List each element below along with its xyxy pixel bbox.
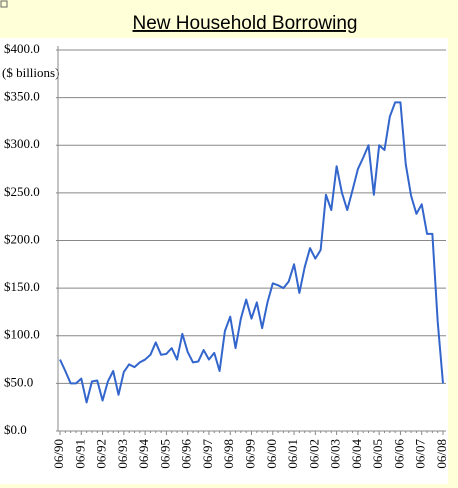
x-tick-label: 06/91 [72, 439, 87, 469]
x-tick-label: 06/90 [51, 439, 66, 469]
y-tick-label: $0.0 [4, 422, 27, 437]
x-tick-label: 06/07 [413, 439, 428, 469]
x-tick-label: 06/05 [370, 439, 385, 469]
data-line [59, 101, 444, 404]
y-axis-label: ($ billions) [2, 65, 59, 80]
y-tick-label: $350.0 [4, 89, 40, 104]
plot-background [0, 38, 448, 484]
y-tick-label: $250.0 [4, 184, 40, 199]
y-tick-label: $150.0 [4, 279, 40, 294]
x-tick-label: 06/03 [328, 439, 343, 469]
x-tick-label: 06/94 [136, 439, 151, 469]
x-tick-label: 06/97 [200, 439, 215, 469]
y-tick-label: $400.0 [4, 41, 40, 56]
x-tick-label: 06/99 [242, 439, 257, 469]
x-tick-label: 06/93 [115, 439, 130, 469]
icon [0, 0, 8, 8]
x-tick-label: 06/92 [94, 439, 109, 469]
chart-title: New Household Borrowing [133, 13, 358, 34]
x-tick-label: 06/02 [306, 439, 321, 469]
x-tick-label: 06/04 [349, 439, 364, 469]
y-tick-label: $50.0 [4, 374, 33, 389]
y-tick-label: $200.0 [4, 231, 40, 246]
x-tick-label: 06/98 [221, 439, 236, 469]
y-tick-label: $300.0 [4, 136, 40, 151]
x-tick-label: 06/00 [264, 439, 279, 469]
x-tick-label: 06/96 [179, 439, 194, 469]
x-tick-label: 06/01 [285, 439, 300, 469]
x-tick-label: 06/95 [157, 439, 172, 469]
y-tick-label: $100.0 [4, 327, 40, 342]
x-tick-label: 06/06 [391, 439, 406, 469]
x-tick-label: 06/08 [434, 439, 449, 469]
